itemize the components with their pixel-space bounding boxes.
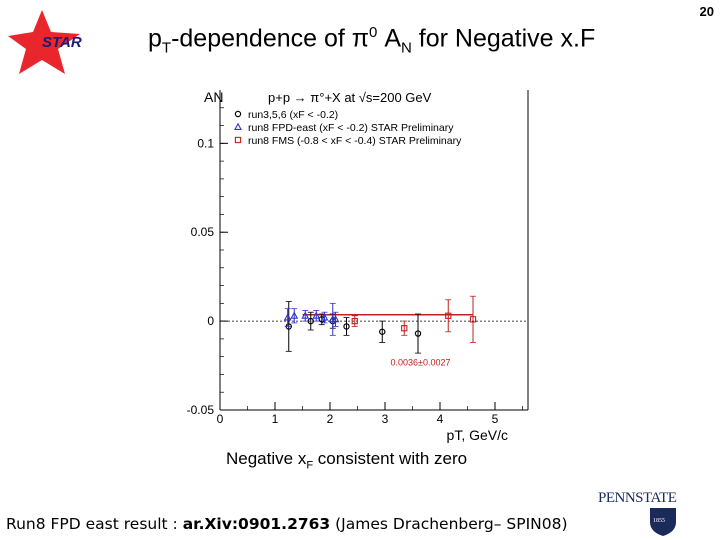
legend-entry: run3,5,6 (xF < -0.2)	[248, 109, 338, 121]
star-shape	[8, 10, 80, 74]
data-point	[445, 312, 452, 319]
legend-marker	[234, 110, 242, 118]
y-tick-label: -0.05	[187, 403, 215, 417]
star-logo: STAR	[8, 10, 82, 74]
legend-marker	[234, 136, 242, 144]
footer-reference: Run8 FPD east result : ar.Xiv:0901.2763 …	[6, 515, 568, 533]
page-number: 20	[699, 4, 714, 19]
title-sub-t: T	[161, 39, 172, 57]
data-point	[328, 314, 337, 323]
title-p: p	[148, 24, 162, 53]
title-an: A	[377, 24, 401, 53]
data-point	[312, 311, 321, 319]
data-point	[401, 325, 408, 332]
pennstate-logo: PENNSTATE 1855	[598, 490, 677, 536]
slide-caption: Negative xF consistent with zero	[226, 449, 467, 471]
fit-label: 0.0036±0.0027	[391, 358, 451, 368]
title-sup-0: 0	[369, 24, 378, 41]
data-point	[379, 328, 386, 335]
star-logo-text: STAR	[42, 34, 82, 51]
data-point	[301, 311, 310, 319]
x-tick-label: 5	[492, 412, 499, 426]
x-tick-label: 4	[437, 412, 444, 426]
title-sub-n: N	[401, 39, 412, 57]
title-end: for Negative x.F	[411, 24, 596, 53]
data-point	[414, 330, 422, 337]
chart-title: p+p → π°+X at √s=200 GeV	[268, 90, 432, 105]
data-point	[469, 316, 477, 323]
y-tick-label: 0	[207, 314, 214, 328]
plot-axes	[219, 90, 529, 411]
data-point	[343, 323, 350, 330]
x-tick-label: 2	[327, 412, 334, 426]
pennstate-year: 1855	[653, 518, 665, 524]
y-tick-label: 0.1	[197, 136, 214, 150]
y-tick-label: 0.05	[191, 225, 215, 239]
caption-sub: F	[306, 459, 314, 472]
x-tick-label: 3	[382, 412, 389, 426]
footer-pre: Run8 FPD east result :	[6, 515, 183, 533]
x-axis-label: pT, GeV/c	[447, 427, 508, 443]
data-point	[290, 311, 299, 319]
x-tick-label: 0	[217, 412, 224, 426]
footer-post: (James Drachenberg– SPIN08)	[330, 515, 568, 533]
data-point	[283, 313, 292, 321]
data-point	[351, 317, 358, 325]
pennstate-wordmark: PENNSTATE	[598, 490, 677, 506]
footer-arxiv: ar.Xiv:0901.2763	[182, 515, 331, 533]
shield-icon	[650, 508, 676, 536]
title-mid: -dependence of π	[171, 24, 370, 53]
y-axis-label: AN	[204, 89, 223, 105]
series-layer	[283, 295, 477, 354]
caption-post: consistent with zero	[313, 449, 468, 468]
legend-marker	[234, 122, 242, 130]
caption-pre: Negative x	[226, 449, 307, 468]
legend-entry: run8 FMS (-0.8 < xF < -0.4) STAR Prelimi…	[248, 135, 462, 147]
slide-title: pT-dependence of π0 AN for Negative x.F	[148, 24, 595, 56]
legend-entry: run8 FPD-east (xF < -0.2) STAR Prelimina…	[248, 122, 454, 134]
x-tick-label: 1	[272, 412, 279, 426]
data-point	[320, 313, 329, 321]
